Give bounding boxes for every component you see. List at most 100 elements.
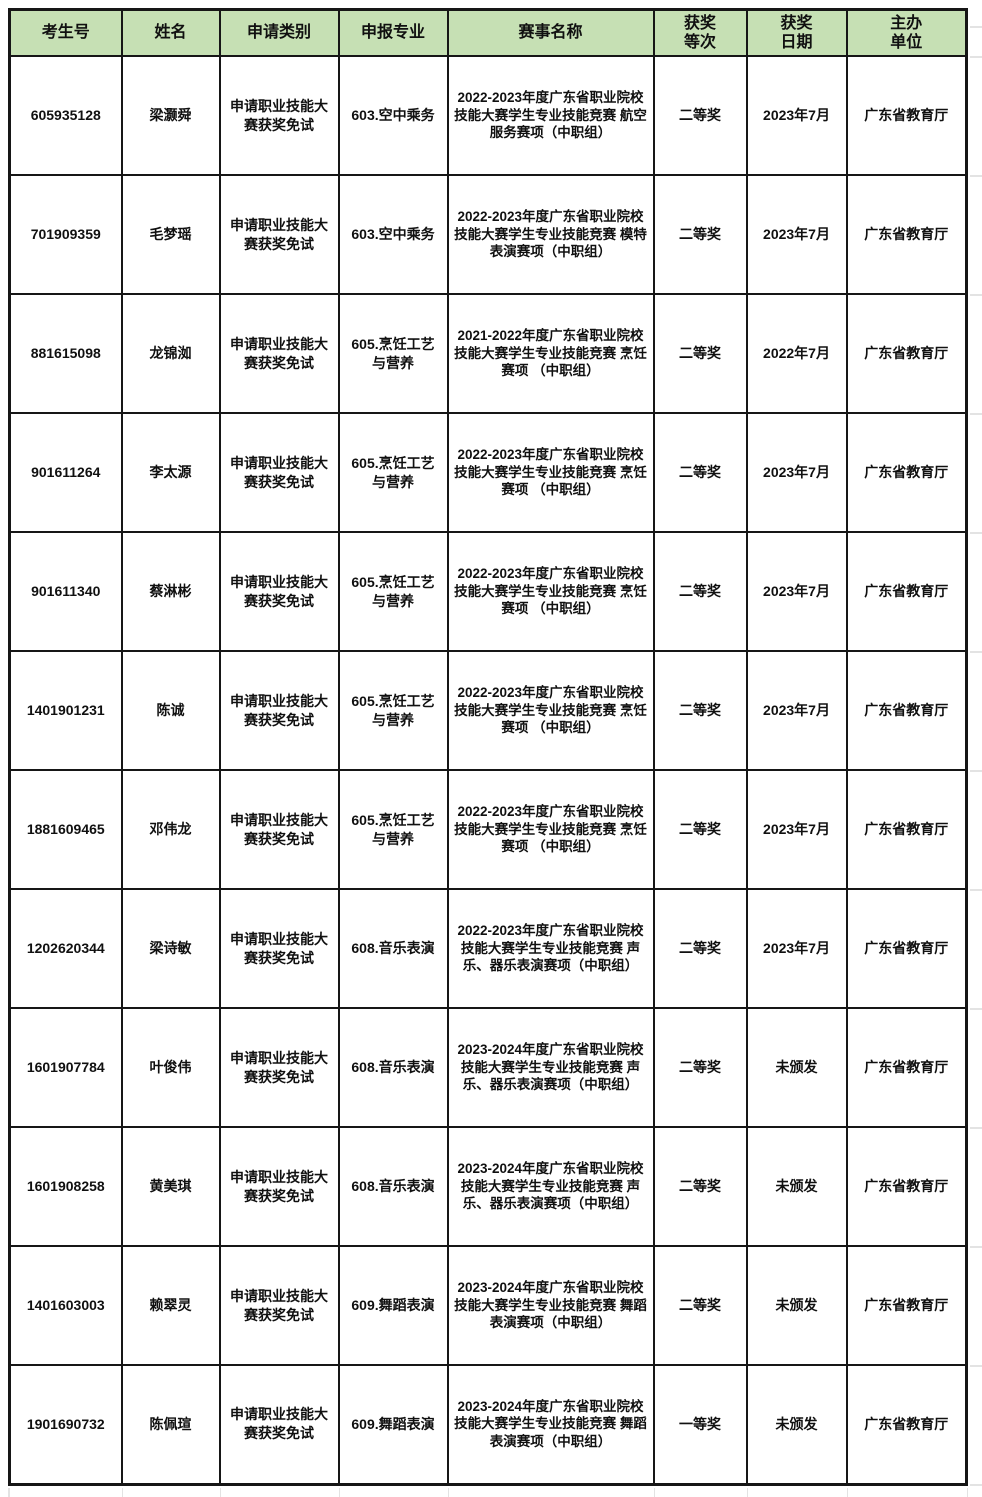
table-row: 1401901231 陈诚 申请职业技能大赛获奖免试 605.烹饪工艺与营养 2… <box>8 650 968 771</box>
gridline <box>746 1487 748 1497</box>
cell-major: 608.音乐表演 <box>337 1007 449 1128</box>
cell-candidate-id: 1401901231 <box>8 650 123 771</box>
cell-organizer: 广东省教育厅 <box>845 1364 968 1485</box>
table-row: 605935128 梁灏舜 申请职业技能大赛获奖免试 603.空中乘务 2022… <box>8 55 968 176</box>
cell-award-date: 未颁发 <box>745 1007 848 1128</box>
gridline <box>970 1127 982 1129</box>
cell-name: 陈诚 <box>120 650 221 771</box>
gridline <box>970 175 982 177</box>
cell-award-level: 二等奖 <box>652 888 748 1009</box>
cell-apply-category: 申请职业技能大赛获奖免试 <box>218 174 340 295</box>
cell-candidate-id: 701909359 <box>8 174 123 295</box>
col-header-major: 申报专业 <box>337 8 449 57</box>
gridline <box>970 26 982 28</box>
cell-apply-category: 申请职业技能大赛获奖免试 <box>218 650 340 771</box>
cell-name: 李太源 <box>120 412 221 533</box>
col-header-award-date: 获奖 日期 <box>745 8 848 57</box>
cell-award-date: 2023年7月 <box>745 174 848 295</box>
cell-candidate-id: 1401603003 <box>8 1245 123 1366</box>
cell-apply-category: 申请职业技能大赛获奖免试 <box>218 1245 340 1366</box>
cell-name: 毛梦瑶 <box>120 174 221 295</box>
cell-organizer: 广东省教育厅 <box>845 412 968 533</box>
table-body: 605935128 梁灏舜 申请职业技能大赛获奖免试 603.空中乘务 2022… <box>8 55 968 1485</box>
cell-name: 梁灏舜 <box>120 55 221 176</box>
cell-competition: 2023-2024年度广东省职业院校技能大赛学生专业技能竞赛 声乐、器乐表演赛项… <box>446 1126 655 1247</box>
cell-award-level: 二等奖 <box>652 769 748 890</box>
cell-award-date: 2023年7月 <box>745 55 848 176</box>
cell-award-date: 2023年7月 <box>745 769 848 890</box>
gridline <box>970 1484 982 1486</box>
cell-candidate-id: 881615098 <box>8 293 123 414</box>
cell-name: 邓伟龙 <box>120 769 221 890</box>
cell-name: 叶俊伟 <box>120 1007 221 1128</box>
cell-name: 龙锦洳 <box>120 293 221 414</box>
cell-apply-category: 申请职业技能大赛获奖免试 <box>218 412 340 533</box>
cell-name: 赖翠灵 <box>120 1245 221 1366</box>
cell-candidate-id: 1601907784 <box>8 1007 123 1128</box>
gridline <box>338 1487 340 1497</box>
col-header-apply-category: 申请类别 <box>218 8 340 57</box>
cell-apply-category: 申请职业技能大赛获奖免试 <box>218 888 340 1009</box>
cell-award-level: 二等奖 <box>652 412 748 533</box>
cell-candidate-id: 1202620344 <box>8 888 123 1009</box>
cell-award-level: 二等奖 <box>652 1245 748 1366</box>
cell-award-level: 一等奖 <box>652 1364 748 1485</box>
table-row: 1401603003 赖翠灵 申请职业技能大赛获奖免试 609.舞蹈表演 202… <box>8 1245 968 1366</box>
cell-organizer: 广东省教育厅 <box>845 174 968 295</box>
cell-award-date: 2022年7月 <box>745 293 848 414</box>
cell-major: 603.空中乘务 <box>337 55 449 176</box>
cell-major: 608.音乐表演 <box>337 1126 449 1247</box>
gridline <box>447 1487 449 1497</box>
cell-organizer: 广东省教育厅 <box>845 531 968 652</box>
cell-competition: 2022-2023年度广东省职业院校技能大赛学生专业技能竞赛 烹饪赛项 （中职组… <box>446 769 655 890</box>
table-row: 881615098 龙锦洳 申请职业技能大赛获奖免试 605.烹饪工艺与营养 2… <box>8 293 968 414</box>
cell-apply-category: 申请职业技能大赛获奖免试 <box>218 1364 340 1485</box>
cell-competition: 2022-2023年度广东省职业院校技能大赛学生专业技能竞赛 模特表演赛项（中职… <box>446 174 655 295</box>
gridline <box>970 889 982 891</box>
cell-award-date: 2023年7月 <box>745 888 848 1009</box>
gridline <box>653 1487 655 1497</box>
gridline <box>970 413 982 415</box>
col-header-name: 姓名 <box>120 8 221 57</box>
cell-award-date: 未颁发 <box>745 1126 848 1247</box>
cell-major: 605.烹饪工艺与营养 <box>337 412 449 533</box>
cell-organizer: 广东省教育厅 <box>845 650 968 771</box>
cell-award-date: 2023年7月 <box>745 412 848 533</box>
cell-award-date: 未颁发 <box>745 1245 848 1366</box>
gridline <box>846 1487 848 1497</box>
cell-award-date: 2023年7月 <box>745 531 848 652</box>
awards-table: 考生号 姓名 申请类别 申报专业 赛事名称 获奖 等次 获奖 日期 主办 单位 … <box>8 8 968 1486</box>
cell-competition: 2023-2024年度广东省职业院校技能大赛学生专业技能竞赛 舞蹈表演赛项（中职… <box>446 1364 655 1485</box>
cell-award-level: 二等奖 <box>652 293 748 414</box>
cell-candidate-id: 605935128 <box>8 55 123 176</box>
table-row: 1901690732 陈佩瑄 申请职业技能大赛获奖免试 609.舞蹈表演 202… <box>8 1364 968 1485</box>
gridline <box>970 1246 982 1248</box>
cell-candidate-id: 1601908258 <box>8 1126 123 1247</box>
cell-organizer: 广东省教育厅 <box>845 55 968 176</box>
cell-name: 陈佩瑄 <box>120 1364 221 1485</box>
cell-competition: 2022-2023年度广东省职业院校技能大赛学生专业技能竞赛 烹饪赛项 （中职组… <box>446 531 655 652</box>
gridline <box>966 1487 968 1497</box>
cell-organizer: 广东省教育厅 <box>845 293 968 414</box>
table-row: 1601907784 叶俊伟 申请职业技能大赛获奖免试 608.音乐表演 202… <box>8 1007 968 1128</box>
cell-competition: 2023-2024年度广东省职业院校技能大赛学生专业技能竞赛 声乐、器乐表演赛项… <box>446 1007 655 1128</box>
cell-organizer: 广东省教育厅 <box>845 1245 968 1366</box>
cell-award-level: 二等奖 <box>652 1007 748 1128</box>
cell-apply-category: 申请职业技能大赛获奖免试 <box>218 769 340 890</box>
table-row: 1202620344 梁诗敏 申请职业技能大赛获奖免试 608.音乐表演 202… <box>8 888 968 1009</box>
table-row: 1601908258 黄美琪 申请职业技能大赛获奖免试 608.音乐表演 202… <box>8 1126 968 1247</box>
cell-major: 605.烹饪工艺与营养 <box>337 293 449 414</box>
cell-competition: 2023-2024年度广东省职业院校技能大赛学生专业技能竞赛 舞蹈表演赛项（中职… <box>446 1245 655 1366</box>
cell-competition: 2021-2022年度广东省职业院校技能大赛学生专业技能竞赛 烹饪赛项 （中职组… <box>446 293 655 414</box>
cell-apply-category: 申请职业技能大赛获奖免试 <box>218 293 340 414</box>
table-row: 1881609465 邓伟龙 申请职业技能大赛获奖免试 605.烹饪工艺与营养 … <box>8 769 968 890</box>
cell-award-level: 二等奖 <box>652 650 748 771</box>
table-header: 考生号 姓名 申请类别 申报专业 赛事名称 获奖 等次 获奖 日期 主办 单位 <box>8 8 968 57</box>
cell-major: 609.舞蹈表演 <box>337 1364 449 1485</box>
cell-major: 608.音乐表演 <box>337 888 449 1009</box>
cell-competition: 2022-2023年度广东省职业院校技能大赛学生专业技能竞赛 航空服务赛项（中职… <box>446 55 655 176</box>
gridline <box>970 294 982 296</box>
cell-name: 梁诗敏 <box>120 888 221 1009</box>
cell-major: 605.烹饪工艺与营养 <box>337 769 449 890</box>
